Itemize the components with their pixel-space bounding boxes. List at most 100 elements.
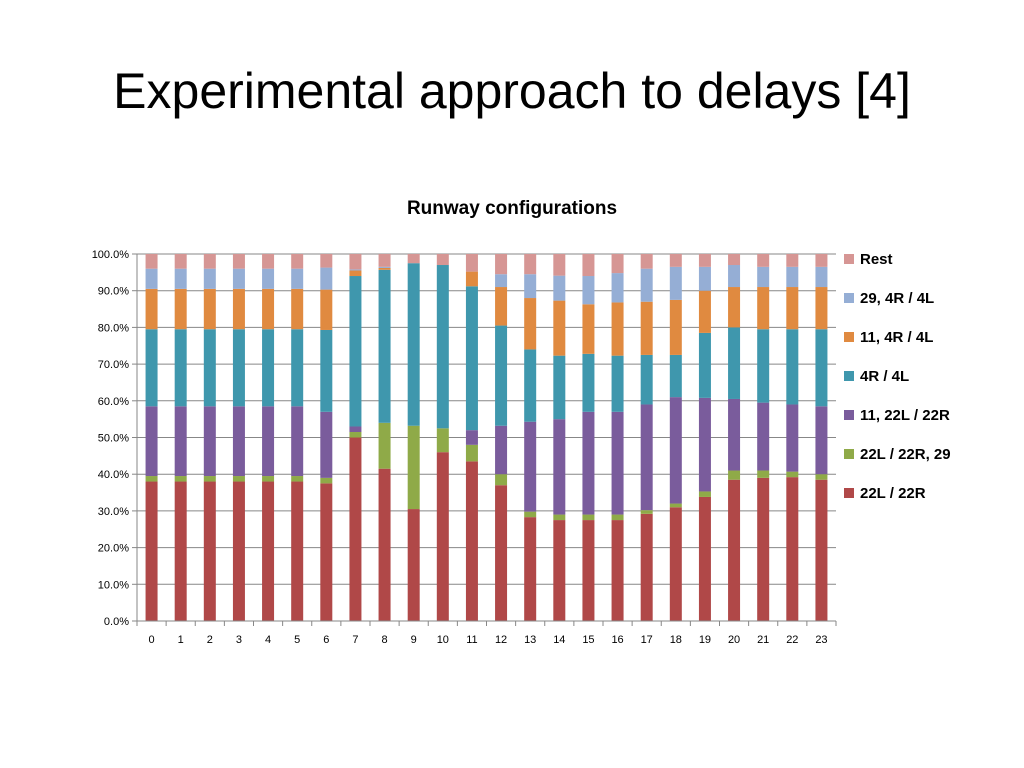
bar-segment: [203, 329, 216, 407]
legend-swatch: [844, 293, 854, 303]
bar-segment: [436, 265, 449, 429]
x-tick-label: 18: [670, 634, 682, 646]
bar-segment: [145, 476, 158, 482]
x-tick-label: 5: [294, 634, 300, 646]
x-tick-label: 6: [323, 634, 329, 646]
bar-segment: [465, 254, 478, 272]
bar-segment: [524, 511, 537, 518]
bar-segment: [728, 398, 741, 471]
bar-segment: [232, 481, 245, 621]
bar-segment: [524, 254, 537, 275]
bar-segment: [262, 254, 275, 269]
bar-segment: [582, 514, 595, 521]
bar-segment: [611, 411, 624, 515]
x-tick-label: 3: [236, 634, 242, 646]
bar-segment: [495, 274, 508, 288]
bar-segment: [640, 513, 653, 621]
bar-segment: [611, 355, 624, 412]
bar-segment: [815, 266, 828, 288]
bar-segment: [698, 332, 711, 398]
bar-segment: [815, 254, 828, 267]
bar-segment: [465, 461, 478, 621]
x-tick-label: 15: [582, 634, 594, 646]
y-tick-label: 50.0%: [98, 433, 129, 445]
bar-segment: [611, 254, 624, 274]
bar-segment: [757, 477, 770, 621]
bar-segment: [378, 266, 391, 268]
bar-segment: [145, 481, 158, 621]
bar-segment: [553, 419, 566, 515]
bar-segment: [145, 288, 158, 330]
bar-segment: [378, 422, 391, 469]
bar-segment: [698, 397, 711, 492]
bar-segment: [407, 254, 420, 264]
y-tick-label: 100.0%: [92, 249, 130, 261]
x-tick-label: 4: [265, 634, 271, 646]
x-tick-label: 22: [786, 634, 798, 646]
bar-segment: [786, 329, 799, 405]
bar-segment: [145, 329, 158, 407]
bar-segment: [757, 470, 770, 478]
bar-segment: [728, 287, 741, 328]
x-tick-label: 11: [466, 634, 477, 646]
bar-segment: [291, 481, 304, 621]
bar-segment: [757, 266, 770, 288]
y-axis: 0.0% 10.0% 20.0% 30.0% 40.0% 50.0% 60.0% 70.0% 8…: [92, 249, 138, 628]
bar-segment: [728, 479, 741, 621]
legend-swatch: [844, 488, 854, 498]
y-tick-label: 80.0%: [98, 322, 129, 334]
bar-segment: [640, 404, 653, 511]
bar-segment: [640, 268, 653, 302]
x-tick-label: 2: [207, 634, 213, 646]
bar-segment: [291, 329, 304, 407]
bar-segment: [495, 325, 508, 426]
bar-segment: [553, 300, 566, 356]
bar-segment: [291, 406, 304, 477]
bar-segment: [232, 288, 245, 330]
bar-segment: [553, 520, 566, 621]
bar-segment: [232, 406, 245, 477]
chart-gridlines: [137, 253, 836, 622]
bar-segment: [378, 267, 391, 270]
bar-segment: [698, 491, 711, 497]
bar-segment: [320, 267, 333, 290]
bar-segment: [378, 254, 391, 267]
bar-segment: [407, 425, 420, 510]
bar-segment: [524, 298, 537, 350]
legend-label: 22L / 22R, 29: [860, 446, 951, 463]
bar-segment: [262, 288, 275, 330]
x-tick-label: 1: [178, 634, 184, 646]
y-tick-label: 70.0%: [98, 359, 129, 371]
bar-segment: [524, 517, 537, 621]
bar-segment: [349, 437, 362, 621]
x-tick-label: 13: [524, 634, 536, 646]
bar-segment: [436, 452, 449, 621]
bar-segment: [349, 431, 362, 438]
bar-segment: [640, 510, 653, 514]
bar-segment: [262, 329, 275, 407]
bar-segment: [698, 290, 711, 333]
bar-segment: [669, 354, 682, 398]
legend-label: 11, 4R / 4L: [860, 329, 933, 346]
legend-swatch: [844, 332, 854, 342]
bar-segment: [815, 479, 828, 621]
bar-segment: [611, 302, 624, 356]
bar-segment: [145, 268, 158, 289]
bar-segment: [465, 271, 478, 287]
bar-segment: [203, 406, 216, 477]
bar-segment: [728, 254, 741, 266]
bar-segment: [203, 254, 216, 269]
slide-title: Experimental approach to delays [4]: [113, 63, 911, 119]
bar-segment: [786, 404, 799, 472]
bars-area: [145, 254, 828, 621]
bar-segment: [320, 477, 333, 484]
bar-segment: [465, 430, 478, 445]
bar-segment: [320, 289, 333, 330]
bar-segment: [582, 254, 595, 277]
bar-segment: [349, 426, 362, 432]
bar-segment: [203, 288, 216, 330]
bar-segment: [582, 411, 595, 515]
bar-segment: [436, 254, 449, 266]
bar-segment: [174, 406, 187, 477]
